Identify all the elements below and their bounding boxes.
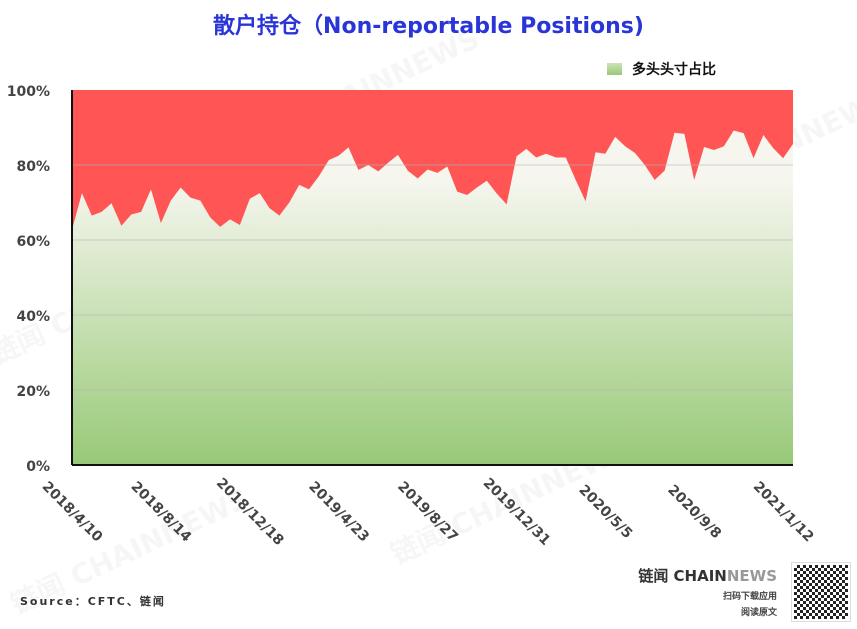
y-tick-label: 80% [16,159,50,175]
x-tick-label: 2018/4/10 [39,479,106,546]
brand-download-text: 扫码下载应用 [722,592,777,602]
y-tick-label: 0% [26,459,50,475]
brand-name: 链闻 CHAIN [638,567,727,585]
qr-code[interactable] [791,562,851,622]
y-tick-label: 60% [16,234,50,250]
legend-label: 多头头寸占比 [632,62,716,78]
x-tick-label: 2018/12/18 [213,475,287,549]
x-tick-label: 2019/4/23 [305,479,372,546]
brand-name-suffix: NEWS [726,567,777,585]
y-tick-label: 40% [16,309,50,325]
x-tick-label: 2020/9/8 [664,482,724,542]
x-tick-label: 2020/5/5 [575,482,635,542]
brand-read-text: 阅读原文 [740,608,777,618]
brand-logo: 链闻 CHAINNEWS 扫码下载应用 阅读原文 [638,565,777,618]
source-note: Source：CFTC、链闻 [20,595,166,608]
y-tick-label: 20% [16,384,50,400]
x-tick-label: 2018/8/14 [128,479,195,546]
x-tick-label: 2019/12/31 [480,475,554,549]
long-position-area [72,130,793,465]
x-tick-label: 2021/1/12 [750,479,817,546]
legend: 多头头寸占比 [607,59,716,79]
legend-swatch [607,63,622,75]
x-tick-label: 2019/8/27 [394,479,461,546]
y-tick-label: 100% [7,84,50,100]
chart-title: 散户持仓（Non-reportable Positions) [213,14,644,39]
